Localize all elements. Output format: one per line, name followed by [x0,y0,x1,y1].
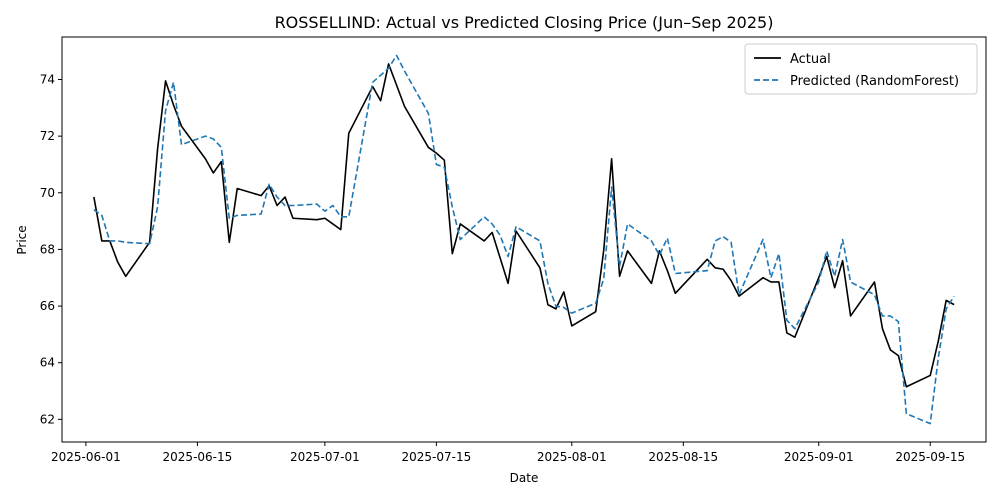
legend-entry: Actual [790,52,831,67]
x-tick-label: 2025-08-01 [537,450,607,464]
x-tick-label: 2025-09-01 [784,450,854,464]
y-axis-label: Price [15,225,29,254]
y-tick-label: 66 [40,299,55,313]
legend-entry: Predicted (RandomForest) [790,74,959,89]
legend-box [744,43,978,95]
y-tick-label: 68 [40,242,55,256]
plot-area [61,36,987,443]
legend: Actual Predicted (RandomForest) [744,43,978,95]
x-axis: 2025-06-01 2025-06-15 2025-07-01 2025-07-15… [51,442,965,464]
y-tick-label: 74 [40,72,55,86]
x-tick-label: 2025-06-01 [51,450,121,464]
x-tick-label: 2025-07-01 [290,450,360,464]
y-axis: 62 64 66 68 70 72 74 [40,72,62,426]
x-tick-label: 2025-07-15 [402,450,472,464]
y-tick-label: 70 [40,186,55,200]
chart-title: ROSSELLIND: Actual vs Predicted Closing … [275,13,774,32]
x-axis-label: Date [510,471,539,485]
y-tick-label: 72 [40,129,55,143]
x-tick-label: 2025-09-15 [895,450,965,464]
x-tick-label: 2025-06-15 [163,450,233,464]
y-tick-label: 62 [40,412,55,426]
series-line-predicted [93,54,955,425]
x-tick-label: 2025-08-15 [648,450,718,464]
y-tick-label: 64 [40,356,55,370]
plot-frame [61,36,987,443]
